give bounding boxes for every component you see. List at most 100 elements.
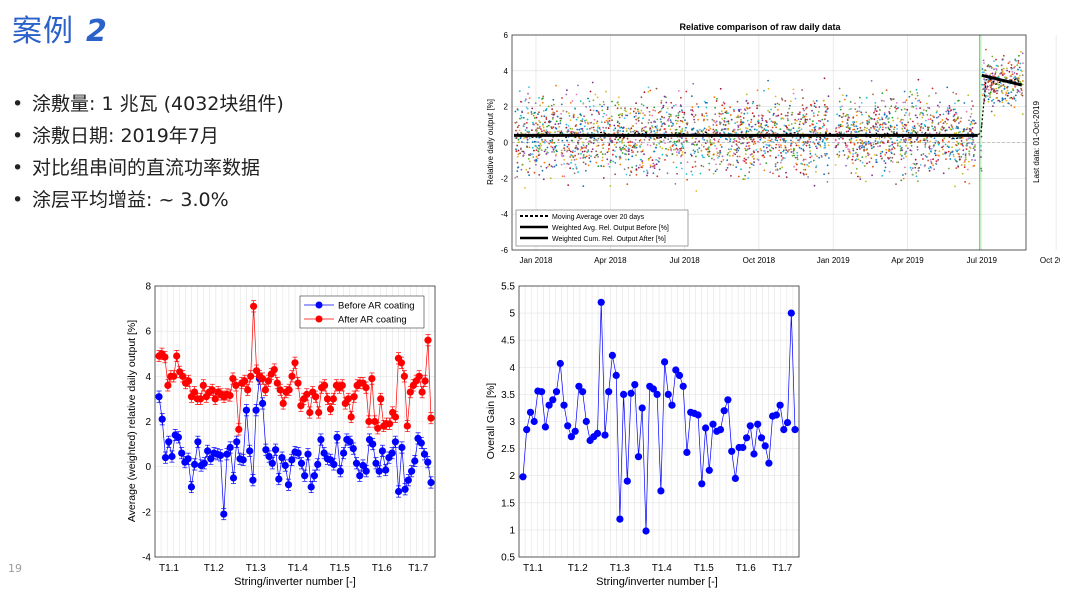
scatter-point: [730, 148, 732, 151]
data-point: [754, 420, 762, 428]
scatter-point: [622, 146, 624, 149]
scatter-point: [660, 125, 663, 128]
scatter-point: [920, 123, 923, 125]
scatter-point: [665, 147, 667, 150]
scatter-point: [980, 156, 982, 158]
scatter-point: [850, 108, 852, 110]
scatter-point: [991, 72, 994, 75]
scatter-point: [864, 144, 867, 146]
scatter-point: [678, 110, 681, 113]
scatter-point: [660, 121, 663, 123]
scatter-point: [990, 80, 992, 83]
scatter-point: [718, 112, 721, 115]
scatter-point: [890, 152, 893, 155]
scatter-point: [605, 114, 608, 116]
data-point: [338, 381, 346, 389]
scatter-point: [957, 149, 960, 152]
y-tick-label: 2: [509, 471, 515, 482]
scatter-point: [617, 129, 620, 132]
scatter-point: [787, 150, 789, 153]
scatter-point: [968, 150, 971, 153]
scatter-point: [691, 137, 694, 139]
scatter-point: [948, 126, 950, 129]
scatter-point: [747, 102, 749, 105]
x-tick-label: T1.5: [330, 563, 350, 574]
scatter-point: [714, 121, 717, 124]
scatter-point: [775, 126, 777, 129]
scatter-point: [629, 144, 632, 147]
scatter-point: [980, 149, 982, 152]
data-point: [427, 414, 435, 422]
scatter-point: [551, 113, 553, 116]
scatter-point: [798, 123, 801, 126]
scatter-point: [982, 88, 984, 91]
legend-label: Weighted Avg. Rel. Output Before [%]: [552, 225, 669, 232]
data-point: [161, 353, 169, 361]
scatter-point: [561, 175, 564, 178]
scatter-point: [873, 153, 876, 156]
scatter-point: [723, 119, 726, 122]
scatter-point: [767, 150, 769, 153]
scatter-point: [1021, 52, 1024, 55]
scatter-point: [779, 136, 782, 139]
scatter-point: [626, 137, 629, 140]
scatter-point: [519, 117, 521, 120]
scatter-point: [683, 111, 686, 114]
scatter-point: [926, 156, 928, 158]
scatter-point: [528, 97, 531, 100]
data-point: [244, 386, 252, 394]
scatter-point: [823, 136, 826, 139]
scatter-point: [866, 122, 869, 125]
scatter-point: [560, 103, 563, 106]
scatter-point: [790, 100, 792, 103]
scatter-point: [645, 130, 648, 133]
scatter-point: [523, 152, 526, 155]
scatter-point: [681, 120, 683, 122]
scatter-point: [700, 144, 703, 146]
scatter-point: [846, 157, 849, 160]
scatter-point: [725, 120, 728, 123]
scatter-point: [594, 129, 596, 132]
scatter-point: [690, 170, 693, 173]
scatter-point: [692, 82, 695, 85]
scatter-point: [868, 153, 871, 156]
scatter-point: [802, 97, 804, 100]
scatter-point: [846, 122, 848, 125]
scatter-point: [715, 124, 718, 127]
scatter-point: [663, 116, 666, 119]
scatter-point: [1007, 92, 1010, 95]
scatter-point: [923, 137, 926, 140]
scatter-point: [901, 149, 903, 152]
scatter-point: [917, 180, 919, 183]
scatter-point: [716, 168, 718, 171]
scatter-point: [796, 130, 798, 132]
scatter-point: [903, 123, 906, 126]
scatter-point: [790, 148, 792, 151]
scatter-point: [691, 106, 694, 109]
scatter-point: [743, 108, 746, 111]
scatter-point: [854, 130, 857, 133]
scatter-point: [552, 148, 555, 151]
scatter-point: [952, 155, 955, 158]
legend: Moving Average over 20 days Weighted Avg…: [515, 209, 689, 247]
data-point: [161, 454, 170, 462]
scatter-point: [643, 126, 646, 129]
scatter-point: [556, 130, 559, 133]
x-tick-label: T1.2: [568, 563, 588, 574]
scatter-point: [998, 83, 1000, 86]
scatter-point: [523, 137, 525, 140]
bullet-dot: •: [12, 93, 24, 115]
scatter-point: [770, 138, 773, 141]
scatter-point: [675, 147, 678, 150]
data-point: [173, 352, 181, 360]
scatter-point: [913, 140, 916, 143]
scatter-point: [738, 109, 741, 111]
scatter-point: [545, 129, 548, 131]
scatter-point: [629, 112, 632, 115]
scatter-point: [588, 105, 591, 108]
scatter-point: [980, 123, 983, 126]
scatter-point: [743, 157, 746, 160]
scatter-point: [692, 143, 695, 146]
scatter-point: [749, 128, 751, 131]
scatter-point: [873, 110, 876, 112]
